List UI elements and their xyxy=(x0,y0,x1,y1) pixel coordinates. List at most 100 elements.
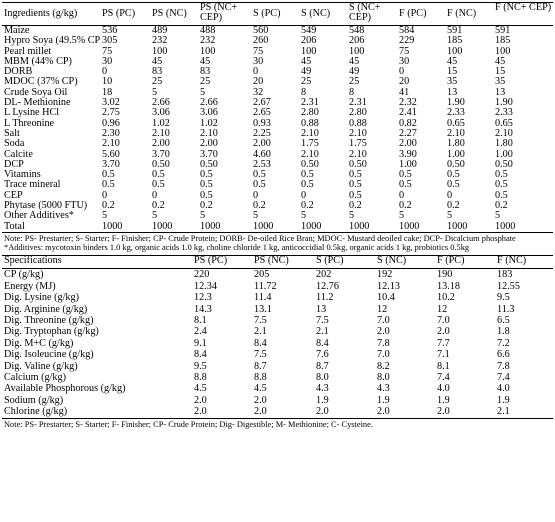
table-cell: 75 xyxy=(399,46,410,57)
table-cell: 5 xyxy=(152,211,158,222)
row-label: Dig. Isoleucine (g/kg) xyxy=(4,349,94,361)
table-cell: 2.66 xyxy=(200,98,218,109)
table-cell: 25 xyxy=(349,77,360,88)
table-row: Trace mineral 0.5 0.5 0.5 0.5 0.5 0.5 0.5 0.5 0.5 xyxy=(2,180,553,190)
table-cell: 2.4 xyxy=(194,326,207,338)
table-cell: 5 xyxy=(253,211,259,222)
table-row: L Lysine HCl 2.75 3.06 3.06 2.65 2.80 2.80 2.41… xyxy=(2,108,553,118)
row-label: Dig. Arginine (g/kg) xyxy=(4,303,88,315)
table-cell: 2.00 xyxy=(399,139,417,150)
column-header: S (NC+ CEP) xyxy=(349,2,381,23)
table-row: Dig. Arginine (g/kg) 14.3 13.1 13 12 12 11.3 xyxy=(2,304,553,315)
table-cell: 3.90 xyxy=(399,149,417,160)
table-cell: 11.72 xyxy=(254,280,277,292)
table-cell: 7.6 xyxy=(316,349,329,361)
row-label: Vitamins xyxy=(4,170,41,181)
table-row: Dig. Threonine (g/kg) 8.1 7.5 7.5 7.0 7.0 6.5 xyxy=(2,315,553,326)
row-label: Crude Soya Oil xyxy=(4,87,68,98)
table-cell: 9.5 xyxy=(497,292,510,304)
table-cell: 75 xyxy=(253,46,264,57)
table-cell: 1.9 xyxy=(316,394,329,406)
table-cell: 548 xyxy=(349,25,365,36)
table-cell: 1.80 xyxy=(495,139,513,150)
column-header: F (NC) xyxy=(497,255,527,267)
table-cell: 1.9 xyxy=(437,394,450,406)
table-row: Dig. M+C (g/kg) 9.1 8.4 8.4 7.8 7.7 7.2 xyxy=(2,338,553,349)
table-cell: 7.4 xyxy=(437,372,450,383)
table-cell: 15 xyxy=(447,67,458,78)
row-label: Sodium (g/kg) xyxy=(4,394,64,406)
table-cell: 2.0 xyxy=(254,406,267,418)
table-cell: 20 xyxy=(253,77,264,88)
table-cell: 18 xyxy=(102,87,113,98)
table-cell: 488 xyxy=(200,25,216,36)
row-label: CEP xyxy=(4,190,23,201)
table-cell: 2.0 xyxy=(437,406,450,418)
table-cell: 2.32 xyxy=(399,98,417,109)
table-cell: 12.13 xyxy=(377,280,400,292)
table-row: Vitamins 0.5 0.5 0.5 0.5 0.5 0.5 0.5 0.5 0.5 xyxy=(2,170,553,180)
table-cell: 0.2 xyxy=(253,201,266,212)
table-cell: 7.1 xyxy=(437,349,450,361)
table-cell: 45 xyxy=(200,56,211,67)
table-row: Maize 536 489 488 560 549 548 584 591 591 xyxy=(2,26,553,37)
row-label: Trace mineral xyxy=(4,180,61,191)
table-cell: 0.5 xyxy=(200,170,213,181)
table-row: DCP 3.70 0.50 0.50 2.53 0.50 0.50 1.00 0.50 0.50 xyxy=(2,160,553,170)
ingredients-table: Ingredients (g/kg) PS (PC) PS (NC) PS (NC+ … xyxy=(2,2,553,233)
table-cell: 7.4 xyxy=(497,372,510,383)
table-cell: 0.5 xyxy=(447,170,460,181)
table-row: Phytase (5000 FTU) 0.2 0.2 0.2 0.2 0.2 0.2 0.2 0… xyxy=(2,201,553,211)
table-cell: 0 xyxy=(399,190,405,201)
specifications-body: CP (g/kg) 220 205 202 192 190 183 Energy (MJ) 12… xyxy=(2,269,553,419)
table-cell: 8.2 xyxy=(377,360,390,372)
table-cell: 0.2 xyxy=(495,201,508,212)
table-cell: 260 xyxy=(253,36,269,47)
table-cell: 3.70 xyxy=(102,159,120,170)
column-header-label: Ingredients (g/kg) xyxy=(4,8,78,20)
table-cell: 45 xyxy=(349,56,360,67)
table-cell: 1000 xyxy=(301,221,322,232)
table-cell: 2.0 xyxy=(254,394,267,406)
column-header: S (PC) xyxy=(253,8,281,20)
table-cell: 2.00 xyxy=(253,139,271,150)
table-row: MDOC (37% CP) 10 25 25 20 25 25 20 35 35 xyxy=(2,77,553,87)
column-header: F (PC) xyxy=(437,255,465,267)
table-note-additives: *Additives: mycotoxin binders 1.0 kg, or… xyxy=(4,243,470,253)
table-cell: 1.80 xyxy=(447,139,465,150)
table-cell: 2.0 xyxy=(377,406,390,418)
table-cell: 1.00 xyxy=(447,149,465,160)
table-cell: 2.0 xyxy=(316,406,329,418)
column-header: PS (PC) xyxy=(102,8,136,20)
table-cell: 536 xyxy=(102,25,118,36)
table-cell: 8.4 xyxy=(194,349,207,361)
table-cell: 0.5 xyxy=(349,170,362,181)
table-cell: 7.7 xyxy=(437,337,450,349)
table-cell: 8.7 xyxy=(316,360,329,372)
table-cell: 7.8 xyxy=(377,337,390,349)
table-cell: 45 xyxy=(447,56,458,67)
table-cell: 2.10 xyxy=(301,128,319,139)
table-cell: 220 xyxy=(194,269,210,281)
table-cell: 4.0 xyxy=(437,383,450,395)
table-cell: 0.5 xyxy=(349,180,362,191)
table-cell: 5 xyxy=(200,87,206,98)
table-cell: 2.10 xyxy=(102,139,120,150)
table-row: Sodium (g/kg) 2.0 2.0 1.9 1.9 1.9 1.9 xyxy=(2,395,553,406)
table-cell: 100 xyxy=(495,46,511,57)
column-header: F (PC) xyxy=(399,8,427,20)
table-cell: 8.8 xyxy=(254,372,267,383)
row-label: L Threonine xyxy=(4,118,55,129)
table-cell: 2.1 xyxy=(254,326,267,338)
table-cell: 4.3 xyxy=(377,383,390,395)
table-cell: 35 xyxy=(447,77,458,88)
row-label: Pearl millet xyxy=(4,46,52,57)
row-label: Salt xyxy=(4,128,20,139)
table-cell: 2.0 xyxy=(377,326,390,338)
table-cell: 10.2 xyxy=(437,292,455,304)
table-cell: 206 xyxy=(301,36,317,47)
table-row: Total 1000 1000 1000 1000 1000 1000 1000 1000 100… xyxy=(2,222,553,233)
table-cell: 30 xyxy=(399,56,410,67)
table-cell: 0.50 xyxy=(349,159,367,170)
specifications-note: Note: PS- Prestarter; S- Starter; F- Fin… xyxy=(4,419,373,429)
